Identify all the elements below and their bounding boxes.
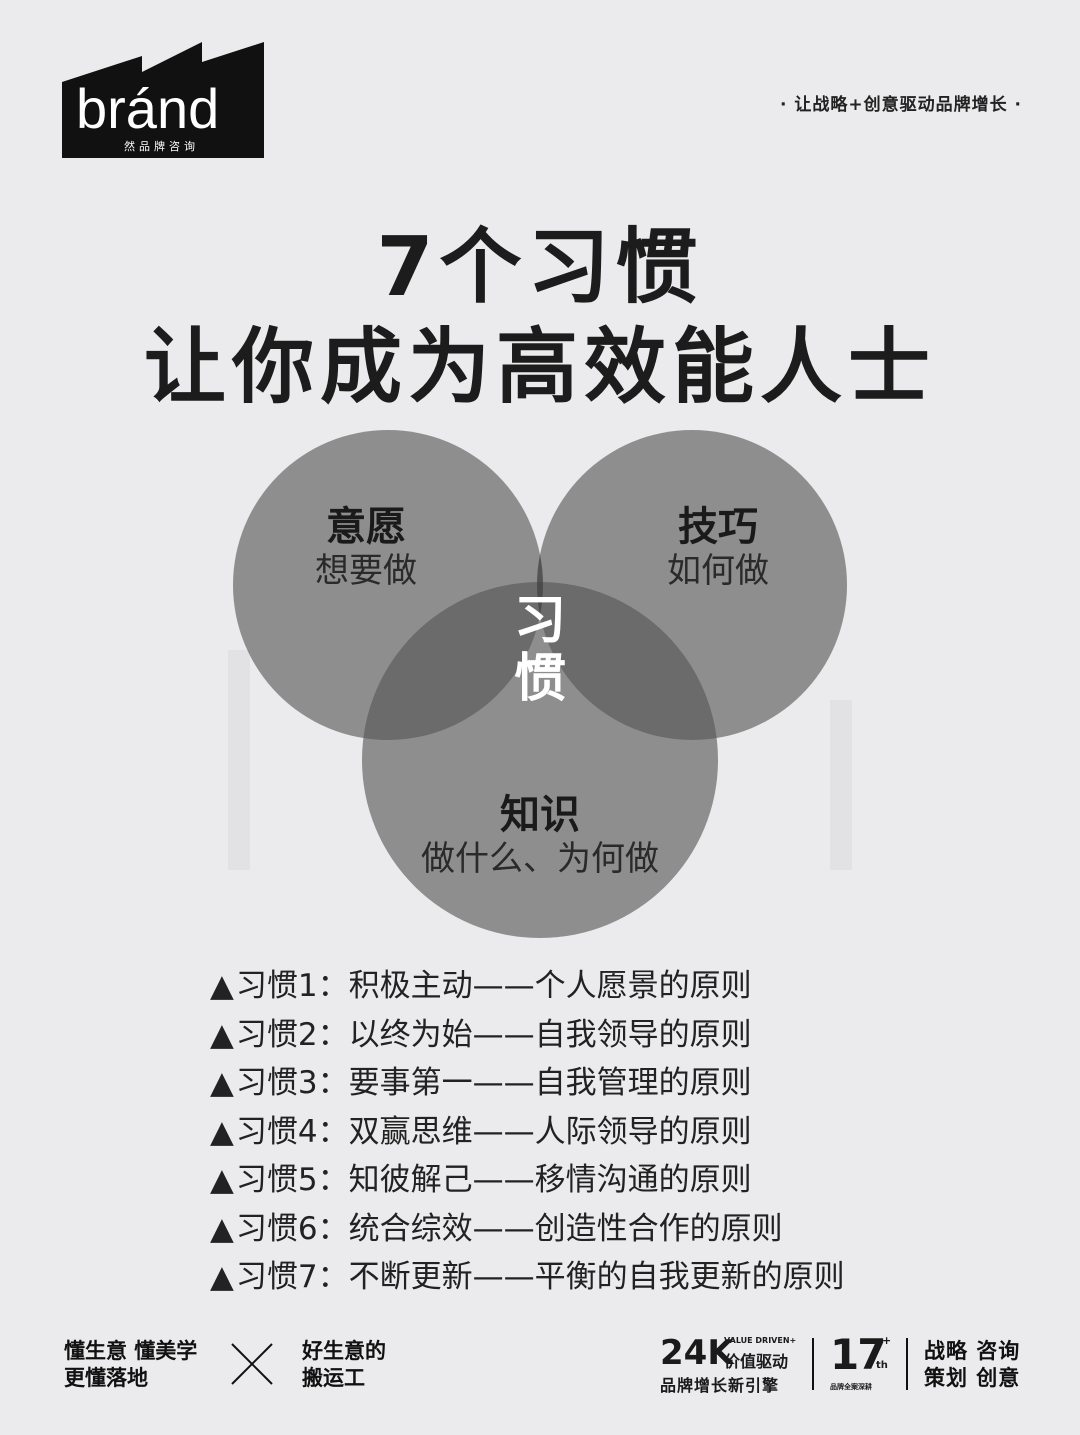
habit-item: ▲习惯1：积极主动——个人愿景的原则: [210, 962, 845, 1011]
habit-item: ▲习惯5：知彼解己——移情沟通的原则: [210, 1156, 845, 1205]
footer-services: 战略 咨询 策划 创意: [924, 1338, 1020, 1392]
habit-text: 习惯2：以终为始——自我领导的原则: [235, 1016, 752, 1053]
footer-mid-line2: 搬运工: [302, 1366, 365, 1390]
footer-left-line1: 懂生意 懂美学: [64, 1339, 198, 1363]
venn-will-subtitle: 想要做: [315, 551, 417, 591]
triangle-icon: ▲: [210, 1210, 234, 1247]
badge-24k-sub: 品牌增长新引擎: [660, 1376, 780, 1395]
logo-wordmark: bránd: [76, 77, 219, 140]
habit-item: ▲习惯3：要事第一——自我管理的原则: [210, 1059, 845, 1108]
habit-text: 习惯4：双赢思维——人际领导的原则: [235, 1113, 752, 1150]
venn-diagram: 意愿 想要做 技巧 如何做 知识 做什么、为何做 习 惯: [233, 430, 847, 938]
habits-list: ▲习惯1：积极主动——个人愿景的原则 ▲习惯2：以终为始——自我领导的原则 ▲习…: [210, 962, 845, 1302]
badge-17-sub: 品牌全案深耕: [830, 1383, 872, 1391]
badge-24k-number: 24K: [660, 1333, 734, 1373]
habit-text: 习惯7：不断更新——平衡的自我更新的原则: [235, 1259, 845, 1295]
footer-divider: [812, 1338, 814, 1390]
badge-24k-value-driven: VALUE DRIVEN+: [724, 1336, 797, 1345]
badge-17-plus: +: [882, 1334, 892, 1347]
cross-icon: [231, 1343, 273, 1385]
venn-center-line2: 惯: [514, 649, 566, 709]
triangle-icon: ▲: [210, 1113, 234, 1150]
triangle-icon: ▲: [210, 1162, 234, 1198]
triangle-icon: ▲: [210, 968, 234, 1004]
venn-skill-subtitle: 如何做: [667, 551, 769, 591]
footer-left-line2: 更懂落地: [64, 1366, 148, 1390]
footer-right-line2: 策划 创意: [924, 1366, 1021, 1390]
habit-item: ▲习惯4：双赢思维——人际领导的原则: [210, 1108, 845, 1157]
habit-item: ▲习惯6：统合综效——创造性合作的原则: [210, 1205, 845, 1254]
badge-17th: 17 + th 品牌全案深耕: [830, 1330, 900, 1394]
footer-slogan-left: 懂生意 懂美学 更懂落地: [64, 1338, 197, 1392]
triangle-icon: ▲: [210, 1065, 234, 1101]
habit-text: 习惯1：积极主动——个人愿景的原则: [235, 968, 752, 1004]
footer-divider: [906, 1338, 908, 1390]
page-title-line1: 7个习惯: [376, 220, 704, 315]
footer-mid-line1: 好生意的: [302, 1339, 386, 1363]
venn-skill-title: 技巧: [678, 504, 758, 550]
badge-24k: 24K VALUE DRIVEN+ 价值驱动 品牌增长新引擎: [660, 1333, 800, 1395]
brand-logo: bránd 然品牌咨询: [62, 42, 264, 158]
badge-17-th: th: [876, 1360, 888, 1371]
habit-text: 习惯3：要事第一——自我管理的原则: [235, 1065, 752, 1101]
page-title-line2: 让你成为高效能人士: [143, 320, 936, 415]
tagline: · 让战略+创意驱动品牌增长 ·: [780, 95, 1022, 115]
venn-center-line1: 习: [514, 591, 566, 651]
triangle-icon: ▲: [210, 1259, 234, 1295]
venn-knowledge-title: 知识: [500, 792, 580, 838]
logo-subtext: 然品牌咨询: [124, 139, 199, 153]
badge-17-number: 17: [830, 1330, 886, 1379]
venn-will-title: 意愿: [326, 504, 406, 550]
venn-circle-knowledge: [362, 582, 718, 938]
habit-item: ▲习惯7：不断更新——平衡的自我更新的原则: [210, 1253, 845, 1302]
habit-item: ▲习惯2：以终为始——自我领导的原则: [210, 1011, 845, 1060]
habit-text: 习惯5：知彼解己——移情沟通的原则: [235, 1162, 752, 1198]
footer-slogan-mid: 好生意的 搬运工: [302, 1338, 386, 1392]
habit-text: 习惯6：统合综效——创造性合作的原则: [235, 1210, 783, 1247]
badge-24k-label: 价值驱动: [724, 1352, 789, 1371]
venn-knowledge-subtitle: 做什么、为何做: [421, 839, 659, 879]
footer-right-line1: 战略 咨询: [924, 1339, 1021, 1363]
triangle-icon: ▲: [210, 1016, 234, 1053]
